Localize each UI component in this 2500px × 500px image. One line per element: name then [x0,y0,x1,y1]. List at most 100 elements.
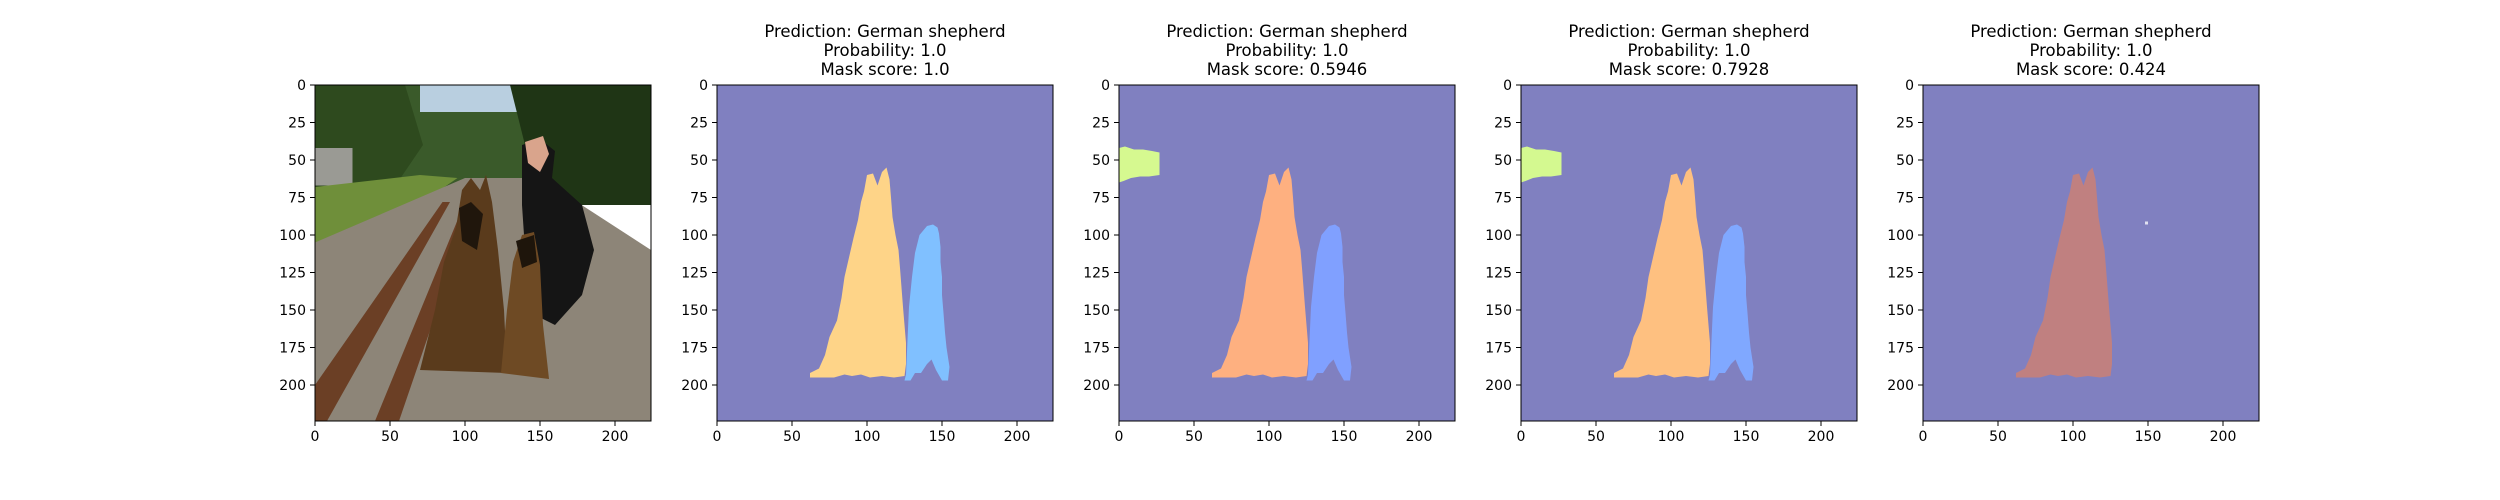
photo-fence [315,148,353,186]
y-tick-label: 125 [1887,266,1914,282]
x-tick-label: 150 [1331,429,1358,445]
y-tick-label: 75 [1494,191,1512,207]
y-tick-label: 25 [690,116,708,132]
panel-2: 0 50 100 150 200 0 25 50 75 100 125 150 175 200 Predic… [681,22,1054,445]
x-tick-label: 150 [2135,429,2162,445]
x-tick-label: 50 [381,429,399,445]
y-tick-label: 175 [681,341,708,357]
y-tick-label: 175 [1485,341,1512,357]
y-tick-label: 50 [1494,153,1512,169]
mask-region-patch [1521,146,1562,183]
x-tick-label: 100 [854,429,881,445]
y-tick-label: 125 [279,266,306,282]
x-tick-label: 100 [452,429,479,445]
y-tick-label: 150 [681,303,708,319]
mask-region-dog-left [1212,167,1308,378]
mask-region-dog-left [2016,167,2112,378]
x-tick-label: 150 [527,429,554,445]
y-tick-label: 25 [288,116,306,132]
mask-region-dog-left [810,167,906,378]
panel-title-line: Mask score: 0.424 [2016,60,2166,79]
y-tick-label: 75 [690,191,708,207]
y-tick-label: 0 [699,78,708,94]
y-tick-label: 100 [1485,228,1512,244]
axes-frame [716,84,1054,422]
photo-dog-left [420,175,507,373]
mask-region-dog-right [1708,224,1754,381]
y-tick-label: 0 [1101,78,1110,94]
y-tick-label: 150 [1485,303,1512,319]
panel-3: 0 50 100 150 200 0 25 50 75 100 125 150 175 200 Predic… [1083,22,1456,445]
panel-title-line: Probability: 1.0 [823,41,946,60]
y-tick-label: 50 [690,153,708,169]
panel-title-line: Prediction: German shepherd [1970,22,2211,41]
x-tick-label: 200 [1808,429,1835,445]
photo-dog-right [501,232,549,379]
y-tick-label: 175 [279,341,306,357]
x-tick-label: 0 [1115,429,1124,445]
x-tick-label: 0 [1517,429,1526,445]
photo-person-face [525,136,549,172]
x-tick-label: 50 [1989,429,2007,445]
x-tick-label: 150 [1733,429,1760,445]
y-tick-label: 150 [1083,303,1110,319]
axes-frame [1118,84,1456,422]
y-tick-label: 200 [1083,378,1110,394]
x-tick-label: 100 [1256,429,1283,445]
y-tick-label: 0 [1503,78,1512,94]
panel-1: 0 50 100 150 200 0 25 50 75 100 125 150 175 200 [279,78,652,445]
y-tick-label: 100 [681,228,708,244]
y-tick-label: 200 [1887,378,1914,394]
panel-title-line: Mask score: 0.5946 [1207,60,1368,79]
y-tick-label: 100 [279,228,306,244]
mask-region-speck [2145,221,2148,225]
x-tick-label: 0 [713,429,722,445]
panel-4: 0 50 100 150 200 0 25 50 75 100 125 150 175 200 Predic… [1485,22,1858,445]
y-tick-label: 125 [681,266,708,282]
panel-image [1521,85,1857,421]
panel-title-line: Prediction: German shepherd [1166,22,1407,41]
x-tick-label: 100 [1658,429,1685,445]
photo-dog-right-face [516,235,537,268]
y-tick-label: 200 [279,378,306,394]
photo-rail-left [315,202,450,421]
y-tick-label: 50 [1092,153,1110,169]
x-tick-label: 200 [1004,429,1031,445]
panel-5: 0 50 100 150 200 0 25 50 75 100 125 150 175 200 Predic… [1887,22,2260,445]
panel-title-line: Probability: 1.0 [1225,41,1348,60]
y-tick-label: 50 [288,153,306,169]
y-tick-label: 50 [1896,153,1914,169]
panel-title-line: Prediction: German shepherd [1568,22,1809,41]
x-tick-label: 150 [929,429,956,445]
y-tick-label: 200 [681,378,708,394]
y-tick-label: 75 [288,191,306,207]
y-tick-label: 125 [1083,266,1110,282]
y-tick-label: 175 [1083,341,1110,357]
panel-image [1923,85,2259,421]
axes-frame [314,84,652,422]
panel-image [717,85,1053,421]
x-tick-label: 200 [2210,429,2237,445]
x-tick-label: 100 [2060,429,2087,445]
mask-region-dog-right [1306,224,1352,381]
panel-title-line: Probability: 1.0 [2029,41,2152,60]
x-tick-label: 50 [783,429,801,445]
mask-region-patch [1119,146,1160,183]
y-tick-label: 25 [1494,116,1512,132]
y-tick-label: 150 [279,303,306,319]
y-tick-label: 25 [1896,116,1914,132]
x-tick-label: 50 [1587,429,1605,445]
panel-image [1119,85,1455,421]
x-tick-label: 200 [602,429,629,445]
photo-sky [420,85,525,112]
y-tick-label: 75 [1896,191,1914,207]
y-tick-label: 0 [1905,78,1914,94]
x-tick-label: 0 [311,429,320,445]
photo-dog-left-saddle [459,202,483,250]
y-tick-label: 100 [1887,228,1914,244]
panel-title-line: Probability: 1.0 [1627,41,1750,60]
y-tick-label: 175 [1887,341,1914,357]
y-tick-label: 125 [1485,266,1512,282]
y-tick-label: 100 [1083,228,1110,244]
